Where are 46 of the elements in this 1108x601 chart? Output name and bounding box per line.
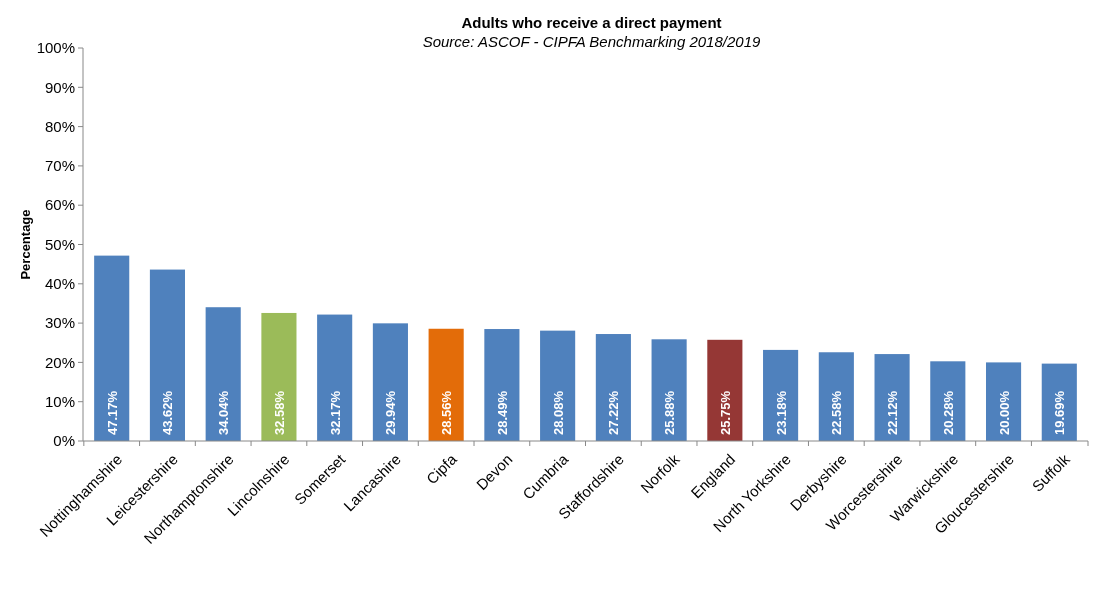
- bar: [484, 329, 520, 441]
- bar: [595, 334, 631, 441]
- y-tick-label: 20%: [44, 353, 75, 371]
- bar: [874, 354, 910, 441]
- bar: [94, 255, 130, 441]
- data-label: 25.75%: [717, 390, 733, 435]
- data-label: 32.58%: [271, 390, 287, 435]
- data-label: 34.04%: [216, 390, 232, 435]
- data-label: 28.56%: [439, 390, 455, 435]
- y-tick-label: 80%: [44, 117, 75, 135]
- data-label: 43.62%: [160, 390, 176, 435]
- bar: [540, 330, 576, 441]
- data-label: 22.58%: [829, 390, 845, 435]
- y-tick-label: 50%: [44, 235, 75, 253]
- bar: [317, 314, 353, 441]
- bar: [372, 323, 408, 441]
- bar: [428, 328, 464, 441]
- data-label: 47.17%: [104, 390, 120, 435]
- data-label: 22.12%: [885, 390, 901, 435]
- y-tick-label: 70%: [44, 157, 75, 175]
- data-label: 27.22%: [606, 390, 622, 435]
- data-label: 28.49%: [494, 390, 510, 435]
- y-tick-label: 10%: [44, 392, 75, 410]
- bar: [707, 339, 743, 441]
- data-label: 23.18%: [773, 390, 789, 435]
- y-axis-title: Percentage: [18, 209, 33, 280]
- bar: [651, 339, 687, 441]
- y-tick-label: 100%: [36, 39, 75, 57]
- bar: [763, 349, 799, 441]
- bar: [149, 269, 186, 441]
- chart-title: Adults who receive a direct payment: [461, 14, 722, 31]
- y-tick-label: 40%: [44, 275, 75, 293]
- y-tick-label: 60%: [44, 196, 75, 214]
- data-label: 20.00%: [996, 390, 1012, 435]
- y-tick-label: 30%: [44, 314, 75, 332]
- data-label: 19.69%: [1052, 390, 1068, 435]
- data-label: 28.08%: [550, 390, 566, 435]
- bar: [205, 307, 241, 441]
- data-label: 25.88%: [662, 390, 678, 435]
- data-label: 32.17%: [327, 390, 343, 435]
- y-tick-label: 90%: [44, 78, 75, 96]
- data-label: 29.94%: [383, 390, 399, 435]
- y-tick-label: 0%: [53, 432, 75, 450]
- chart-subtitle: Source: ASCOF - CIPFA Benchmarking 2018/2019: [422, 33, 761, 50]
- bar: [261, 312, 297, 441]
- data-label: 20.28%: [940, 390, 956, 435]
